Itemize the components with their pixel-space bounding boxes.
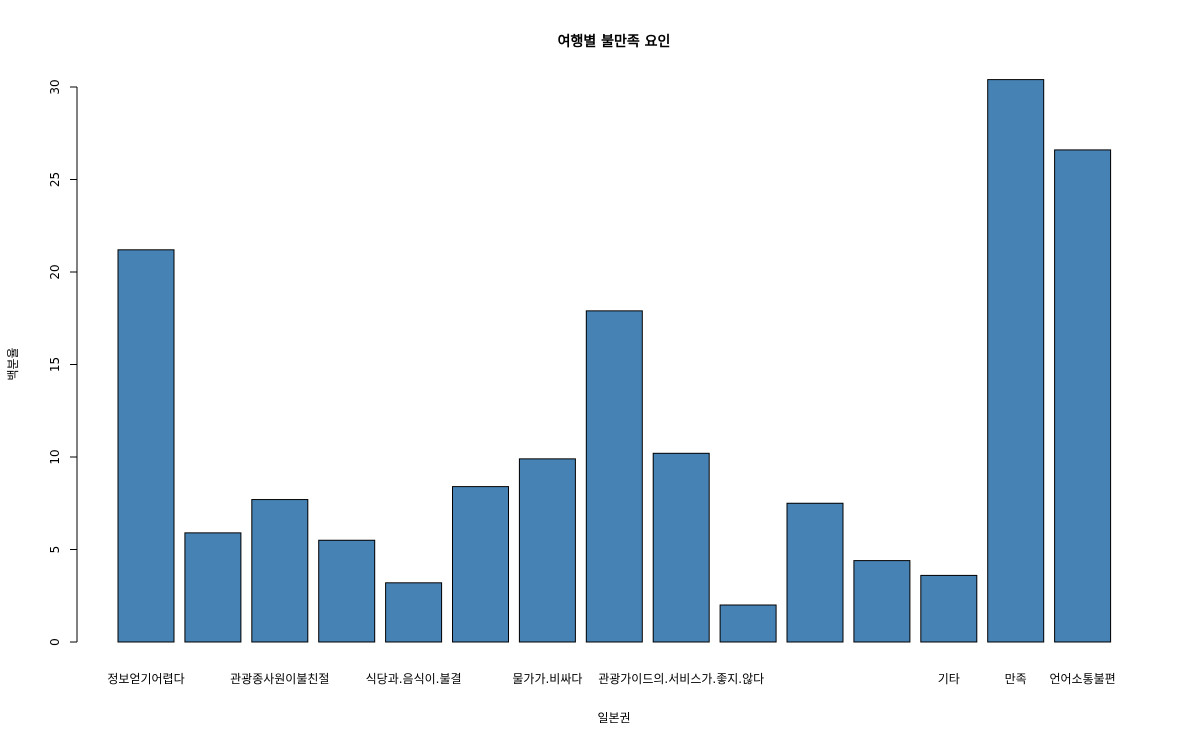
x-tick-label: 만족 xyxy=(1005,672,1027,686)
bar xyxy=(1054,149,1112,643)
y-tick-label: 15 xyxy=(48,357,62,372)
y-tick-label: 25 xyxy=(48,172,62,187)
x-tick-label: 식당과.음식이.불결 xyxy=(366,672,462,686)
bar xyxy=(853,560,911,643)
bar xyxy=(518,458,576,643)
y-axis: 0 5 10 15 20 25 30 xyxy=(48,79,78,646)
x-tick-label: 관광가이드의.서비스가.좋지.않다 xyxy=(598,672,764,686)
bar xyxy=(987,79,1045,643)
x-tick-label: 정보얻기어렵다 xyxy=(107,672,184,686)
y-tick-label: 5 xyxy=(48,546,62,554)
bar xyxy=(452,486,509,643)
x-tick-label: 언어소통불편 xyxy=(1049,672,1115,686)
bar xyxy=(318,539,376,643)
x-tick-label: 관광종사원이불친절 xyxy=(230,672,329,686)
x-tick-label: 기타 xyxy=(938,672,960,686)
x-axis-label: 일본권 xyxy=(597,711,630,725)
bar xyxy=(385,582,443,643)
y-tick-label: 0 xyxy=(48,638,62,646)
x-tick-label: 물가가.비싸다 xyxy=(512,672,582,686)
bar xyxy=(920,574,978,643)
bar xyxy=(251,499,309,643)
bar xyxy=(786,502,844,643)
bar xyxy=(184,532,242,643)
bar xyxy=(117,249,175,643)
chart-title: 여행별 불만족 요인 xyxy=(558,33,671,50)
bar xyxy=(585,310,643,643)
y-axis-label: 백분율 xyxy=(6,347,20,380)
bars-group xyxy=(117,79,1112,643)
bar xyxy=(652,452,710,643)
y-tick-label: 10 xyxy=(48,449,62,464)
category-labels: 정보얻기어렵다 관광종사원이불친절 식당과.음식이.불결 물가가.비싸다 관광가이드의.… xyxy=(107,672,1115,686)
bar xyxy=(719,604,777,643)
y-tick-label: 30 xyxy=(48,79,62,94)
y-tick-label: 20 xyxy=(48,264,62,279)
